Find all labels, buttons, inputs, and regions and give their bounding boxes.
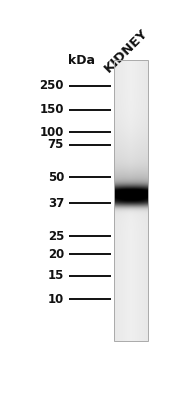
Text: 150: 150: [40, 103, 64, 116]
Text: 25: 25: [48, 230, 64, 243]
Text: KIDNEY: KIDNEY: [102, 27, 150, 76]
Text: kDa: kDa: [68, 54, 95, 67]
Text: 250: 250: [40, 79, 64, 92]
Text: 15: 15: [48, 270, 64, 282]
Text: 10: 10: [48, 292, 64, 306]
Text: 50: 50: [48, 170, 64, 184]
Text: 100: 100: [40, 126, 64, 139]
Text: 20: 20: [48, 248, 64, 261]
Text: 37: 37: [48, 197, 64, 210]
Text: 75: 75: [48, 138, 64, 151]
